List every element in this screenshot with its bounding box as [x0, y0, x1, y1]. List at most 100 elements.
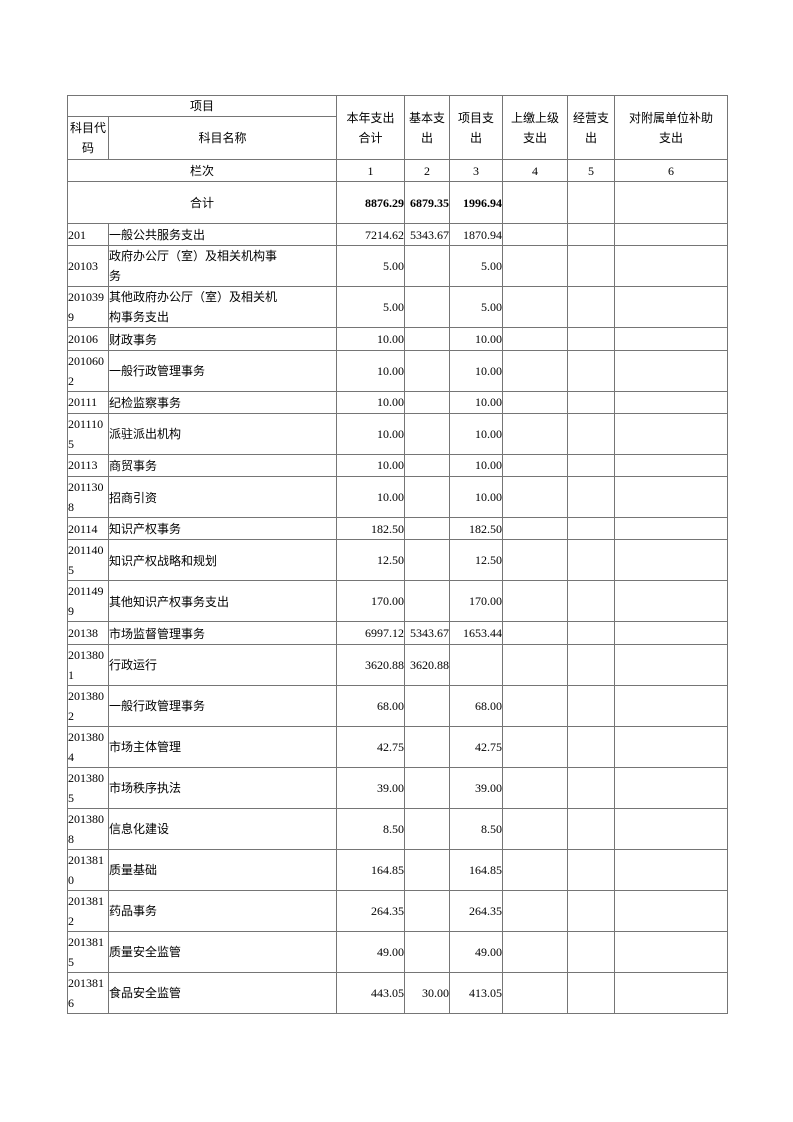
subsidy-expense-cell: [614, 286, 729, 329]
upper-expense-cell: [502, 539, 569, 582]
col-header-subsidy: 对附属单位补助支出: [614, 95, 729, 160]
table-row: 20103 政府办公厅（室）及相关机构事务 5.00 5.00: [67, 245, 729, 288]
project-expense-cell: 1653.44: [449, 621, 504, 645]
total-expense-cell: 170.00: [336, 580, 406, 623]
operating-expense-cell: [567, 889, 616, 932]
total-expense-cell: 39.00: [336, 766, 406, 809]
table-row: 2013810 质量基础 164.85 164.85: [67, 848, 729, 891]
subject-name-label: 食品安全监管: [109, 986, 182, 1001]
total-upper-cell: [502, 181, 569, 224]
total-sum-cell: 8876.29: [336, 181, 406, 224]
table-row: 2010399 其他政府办公厅（室）及相关机构事务支出 5.00 5.00: [67, 286, 729, 329]
total-expense-cell: 10.00: [336, 453, 406, 478]
basic-expense-cell: [404, 539, 451, 582]
col-header-operating: 经营支出: [567, 95, 616, 160]
operating-expense-cell: [567, 930, 616, 973]
operating-expense-cell: [567, 245, 616, 288]
upper-expense-cell: [502, 807, 569, 850]
total-row: 合计 8876.29 6879.35 1996.94: [66, 181, 729, 224]
upper-expense-cell: [502, 412, 569, 455]
table-row: 2013804 市场主体管理 42.75 42.75: [67, 725, 729, 768]
subject-name-label: 市场监督管理事务: [109, 626, 206, 641]
col-number-3: 3: [449, 159, 504, 182]
subsidy-expense-cell: [614, 349, 729, 392]
lanci-label-cell: 栏次: [66, 159, 338, 182]
subject-name-cell: 一般公共服务支出: [107, 222, 338, 247]
subject-name-label: 知识产权战略和规划: [109, 553, 218, 568]
subject-code-cell: 2013801: [67, 643, 109, 686]
operating-expense-cell: [567, 848, 616, 891]
basic-expense-cell: [404, 286, 451, 329]
project-expense-cell: 10.00: [449, 476, 504, 518]
subsidy-expense-cell: [614, 643, 729, 686]
basic-expense-cell: 5343.67: [404, 222, 451, 247]
col-header-basic: 基本支出: [404, 95, 451, 160]
table-row: 2013808 信息化建设 8.50 8.50: [67, 807, 729, 850]
col-number-1: 1: [336, 159, 406, 182]
basic-expense-cell: [404, 349, 451, 392]
subsidy-expense-cell: [614, 930, 729, 973]
subject-code-cell: 20111: [67, 390, 109, 414]
subject-name-cell: 一般行政管理事务: [107, 684, 338, 727]
subsidy-expense-cell: [614, 684, 729, 727]
operating-expense-cell: [567, 476, 616, 518]
subject-name-cell: 其他知识产权事务支出: [107, 580, 338, 623]
table-row: 2011499 其他知识产权事务支出 170.00 170.00: [67, 580, 729, 623]
subsidy-expense-cell: [614, 725, 729, 768]
operating-expense-cell: [567, 349, 616, 392]
upper-expense-cell: [502, 286, 569, 329]
subject-name-label: 市场秩序执法: [109, 781, 182, 796]
subject-name-cell: 纪检监察事务: [107, 390, 338, 414]
basic-expense-cell: 5343.67: [404, 621, 451, 645]
subsidy-expense-cell: [614, 889, 729, 932]
subject-name-label: 一般行政管理事务: [109, 364, 206, 379]
operating-expense-cell: [567, 286, 616, 329]
project-expense-cell: 10.00: [449, 349, 504, 392]
operating-expense-cell: [567, 539, 616, 582]
col-header-subsidy-label: 对附属单位补助支出: [629, 110, 714, 145]
subsidy-expense-cell: [614, 807, 729, 850]
operating-expense-cell: [567, 453, 616, 478]
basic-expense-cell: [404, 807, 451, 850]
project-expense-cell: 5.00: [449, 286, 504, 329]
col-header-basic-label: 基本支出: [409, 110, 446, 145]
project-expense-cell: 10.00: [449, 453, 504, 478]
total-expense-cell: 3620.88: [336, 643, 406, 686]
operating-expense-cell: [567, 580, 616, 623]
subject-code-cell: 2013805: [67, 766, 109, 809]
project-expense-cell: 264.35: [449, 889, 504, 932]
subsidy-expense-cell: [614, 453, 729, 478]
subject-name-label: 招商引资: [109, 490, 158, 505]
subject-name-label: 一般行政管理事务: [109, 699, 206, 714]
total-expense-cell: 182.50: [336, 516, 406, 541]
basic-expense-cell: [404, 516, 451, 541]
col-number-6: 6: [614, 159, 729, 182]
project-expense-cell: 182.50: [449, 516, 504, 541]
project-expense-cell: 5.00: [449, 245, 504, 288]
upper-expense-cell: [502, 390, 569, 414]
header-code-cell: 科目代码: [67, 116, 109, 160]
subject-name-cell: 一般行政管理事务: [107, 349, 338, 392]
subject-code-cell: 20114: [67, 516, 109, 541]
basic-expense-cell: [404, 725, 451, 768]
subject-name-label: 市场主体管理: [109, 740, 182, 755]
table-row: 2013816 食品安全监管 443.05 30.00 413.05: [67, 971, 729, 1014]
operating-expense-cell: [567, 766, 616, 809]
upper-expense-cell: [502, 930, 569, 973]
total-expense-cell: 42.75: [336, 725, 406, 768]
header-row-project: 项目 本年支出合计 基本支出 项目支出 上缴上级支出 经营支出 对附属单位补助支…: [66, 95, 729, 160]
project-expense-cell: 49.00: [449, 930, 504, 973]
operating-expense-cell: [567, 684, 616, 727]
upper-expense-cell: [502, 349, 569, 392]
header-project-cell: 项目: [66, 95, 338, 117]
total-expense-cell: 443.05: [336, 971, 406, 1014]
basic-expense-cell: [404, 412, 451, 455]
subject-code-cell: 20103: [67, 245, 109, 288]
table-row: 2013801 行政运行 3620.88 3620.88: [67, 643, 729, 686]
table-row: 2010602 一般行政管理事务 10.00 10.00: [67, 349, 729, 392]
col-header-upper: 上缴上级支出: [502, 95, 569, 160]
subject-name-cell: 质量基础: [107, 848, 338, 891]
subject-name-cell: 财政事务: [107, 327, 338, 351]
table-row: 20106 财政事务 10.00 10.00: [67, 327, 729, 351]
basic-expense-cell: [404, 930, 451, 973]
